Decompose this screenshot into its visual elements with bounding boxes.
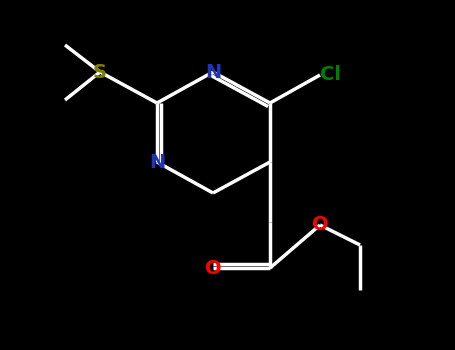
Text: O: O — [205, 259, 221, 278]
Text: N: N — [205, 63, 221, 82]
Text: O: O — [312, 216, 329, 234]
Text: S: S — [93, 63, 107, 82]
Text: Cl: Cl — [320, 65, 341, 84]
Text: N: N — [149, 153, 165, 172]
